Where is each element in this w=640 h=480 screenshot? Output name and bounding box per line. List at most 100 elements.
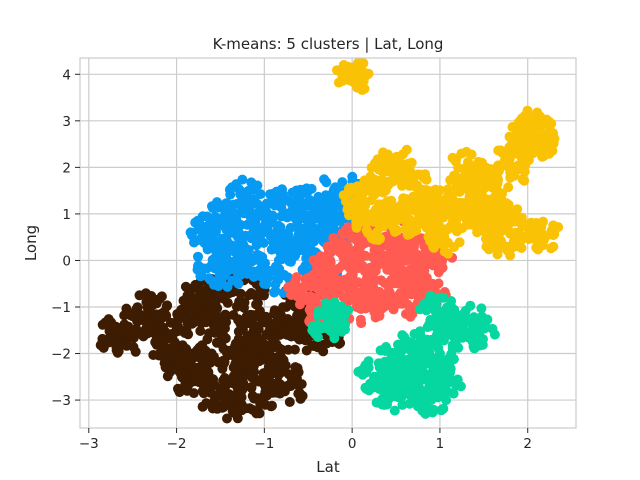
point-texture <box>529 233 540 244</box>
point-texture <box>164 353 175 364</box>
point-texture <box>119 319 130 330</box>
point-texture <box>304 279 315 290</box>
point-texture <box>263 316 274 327</box>
point-texture <box>151 298 162 309</box>
point-texture <box>327 245 338 256</box>
point-texture <box>294 387 305 398</box>
point-texture <box>404 398 415 409</box>
point-texture <box>542 130 553 141</box>
point-texture <box>449 340 460 351</box>
point-texture <box>217 363 228 374</box>
point-texture <box>413 278 424 289</box>
point-texture <box>273 220 284 231</box>
y-tick-label: 2 <box>62 160 71 176</box>
point-texture <box>435 292 446 303</box>
point-texture <box>235 220 246 230</box>
point-texture <box>376 369 387 380</box>
point-texture <box>177 372 187 383</box>
point-texture <box>261 270 271 281</box>
point-texture <box>379 391 390 401</box>
point-texture <box>239 241 249 252</box>
point-texture <box>453 380 464 391</box>
point-texture <box>385 238 396 249</box>
point-texture <box>339 318 350 329</box>
point-texture <box>273 198 284 209</box>
point-texture <box>388 205 398 216</box>
point-texture <box>362 68 373 79</box>
point-texture <box>286 331 297 342</box>
point-texture <box>424 371 435 382</box>
point-texture <box>508 165 519 176</box>
point-texture <box>464 191 475 202</box>
point-texture <box>286 372 297 383</box>
point-texture <box>389 364 400 375</box>
point-texture <box>287 187 298 198</box>
point-texture <box>363 228 374 239</box>
point-texture <box>300 235 311 246</box>
point-texture <box>273 370 284 381</box>
point-texture <box>244 363 255 374</box>
point-texture <box>421 298 432 309</box>
point-texture <box>216 269 227 280</box>
point-texture <box>158 312 169 323</box>
x-tick-label: −2 <box>167 436 187 452</box>
point-texture <box>293 367 304 378</box>
point-texture <box>295 184 306 195</box>
point-texture <box>287 207 298 218</box>
point-texture <box>436 361 447 372</box>
point-texture <box>287 200 298 210</box>
point-texture <box>381 290 392 301</box>
point-texture <box>280 360 291 371</box>
point-texture <box>261 279 272 290</box>
point-texture <box>428 241 439 252</box>
point-texture <box>272 352 283 363</box>
point-texture <box>289 344 300 355</box>
point-texture <box>205 357 216 368</box>
point-texture <box>517 113 527 124</box>
plot-frame <box>79 57 577 429</box>
point-texture <box>544 148 555 159</box>
y-tick-label: −3 <box>51 393 71 409</box>
point-texture <box>368 216 379 227</box>
y-tick-label: 1 <box>62 207 71 223</box>
point-texture <box>343 222 354 233</box>
point-texture <box>379 399 390 410</box>
point-texture <box>266 244 277 255</box>
point-texture <box>256 210 267 221</box>
point-texture <box>211 262 222 273</box>
x-tick-label: 2 <box>523 436 532 452</box>
point-texture <box>438 403 449 414</box>
point-texture <box>262 218 273 229</box>
point-texture <box>458 309 469 320</box>
point-texture <box>321 177 332 188</box>
point-texture <box>273 255 284 266</box>
point-texture <box>320 298 331 309</box>
point-texture <box>395 349 406 360</box>
point-texture <box>325 257 336 268</box>
point-texture <box>347 269 358 280</box>
point-texture <box>533 244 543 255</box>
point-texture <box>489 205 500 216</box>
y-tick-label: −2 <box>51 347 71 363</box>
point-texture <box>517 174 528 185</box>
point-texture <box>203 240 214 251</box>
point-texture <box>357 85 368 95</box>
point-texture <box>352 181 363 192</box>
point-texture <box>505 228 516 239</box>
point-texture <box>266 343 277 354</box>
point-texture <box>452 186 463 197</box>
scatter-points <box>95 57 564 424</box>
point-texture <box>472 189 483 200</box>
point-texture <box>482 201 493 212</box>
point-texture <box>240 230 251 241</box>
point-texture <box>135 328 146 339</box>
point-texture <box>332 200 343 211</box>
point-texture <box>465 300 476 311</box>
point-texture <box>334 238 345 249</box>
point-texture <box>277 189 288 200</box>
point-texture <box>421 272 432 283</box>
cluster-1 <box>95 266 346 424</box>
y-tick-label: −1 <box>51 300 71 316</box>
point-texture <box>251 299 262 310</box>
